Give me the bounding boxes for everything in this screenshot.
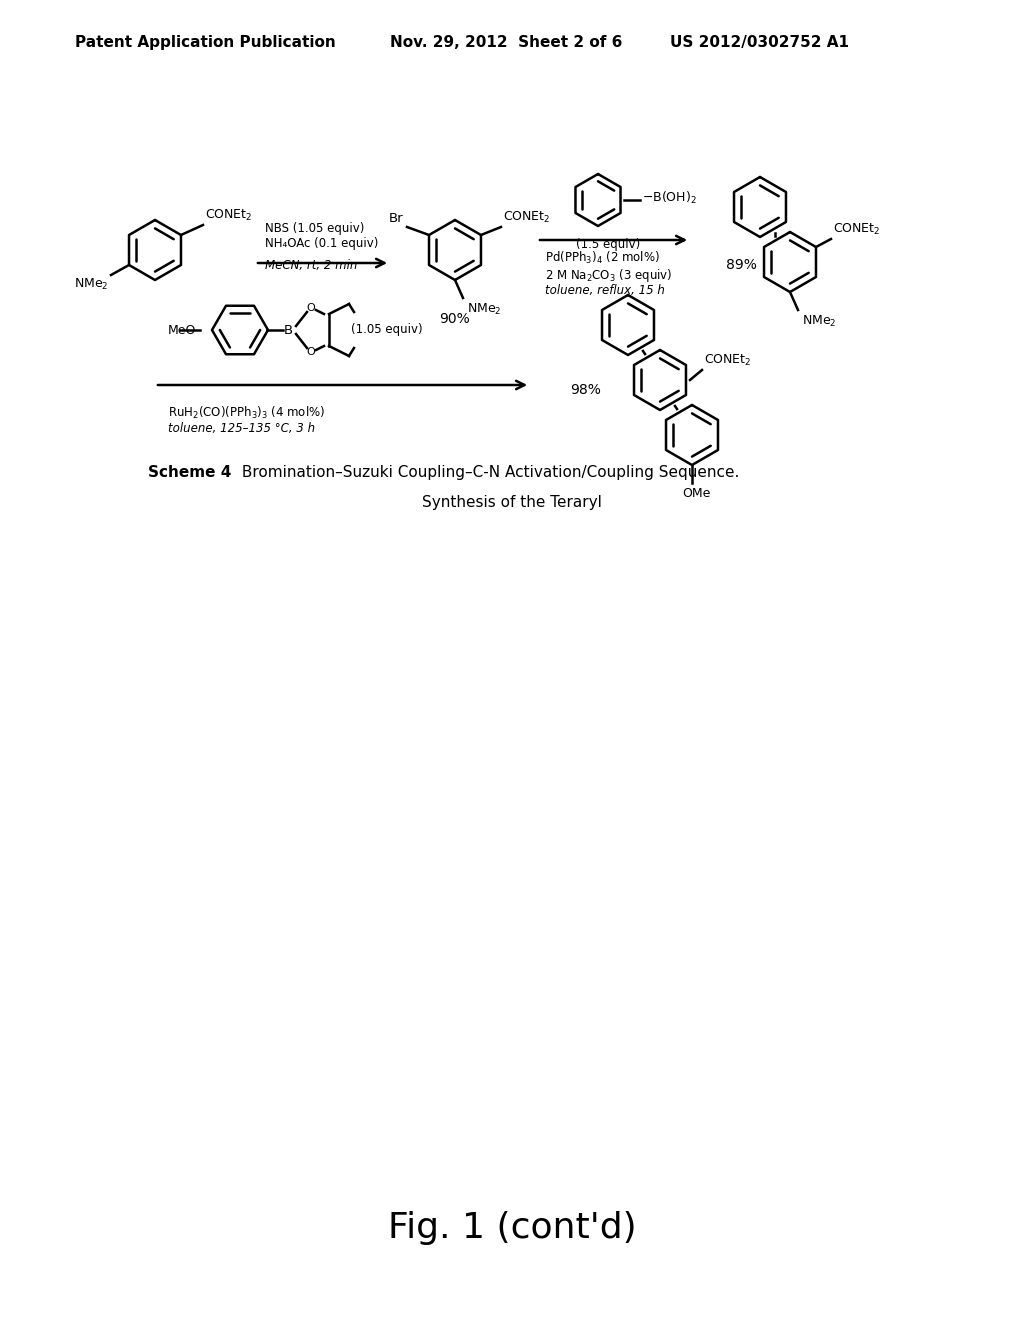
Text: 98%: 98% — [570, 383, 601, 397]
Text: NH₄OAc (0.1 equiv): NH₄OAc (0.1 equiv) — [265, 238, 379, 249]
Text: NBS (1.05 equiv): NBS (1.05 equiv) — [265, 222, 365, 235]
Text: RuH$_2$(CO)(PPh$_3$)$_3$ (4 mol%): RuH$_2$(CO)(PPh$_3$)$_3$ (4 mol%) — [168, 405, 326, 421]
Text: NMe$_2$: NMe$_2$ — [467, 302, 502, 317]
Text: O: O — [306, 304, 315, 313]
Text: US 2012/0302752 A1: US 2012/0302752 A1 — [670, 36, 849, 50]
Text: MeO: MeO — [168, 323, 197, 337]
Text: (1.05 equiv): (1.05 equiv) — [351, 323, 423, 337]
Text: Nov. 29, 2012  Sheet 2 of 6: Nov. 29, 2012 Sheet 2 of 6 — [390, 36, 623, 50]
Text: toluene, 125–135 °C, 3 h: toluene, 125–135 °C, 3 h — [168, 422, 315, 436]
Text: 2 M Na$_2$CO$_3$ (3 equiv): 2 M Na$_2$CO$_3$ (3 equiv) — [545, 267, 673, 284]
Text: NMe$_2$: NMe$_2$ — [802, 314, 837, 329]
Text: O: O — [306, 347, 315, 356]
Text: B: B — [284, 323, 293, 337]
Text: CONEt$_2$: CONEt$_2$ — [705, 352, 752, 368]
Text: toluene, reflux, 15 h: toluene, reflux, 15 h — [545, 284, 665, 297]
Text: MeCN, rt, 2 min: MeCN, rt, 2 min — [265, 259, 357, 272]
Text: OMe: OMe — [682, 487, 711, 500]
Text: Br: Br — [388, 213, 403, 224]
Text: Synthesis of the Teraryl: Synthesis of the Teraryl — [422, 495, 602, 510]
Text: CONEt$_2$: CONEt$_2$ — [503, 210, 551, 224]
Text: $-$B(OH)$_2$: $-$B(OH)$_2$ — [642, 190, 696, 206]
Text: NMe$_2$: NMe$_2$ — [75, 277, 109, 292]
Text: 90%: 90% — [439, 312, 470, 326]
Text: Bromination–Suzuki Coupling–C-N Activation/Coupling Sequence.: Bromination–Suzuki Coupling–C-N Activati… — [237, 465, 739, 480]
Text: CONEt$_2$: CONEt$_2$ — [833, 222, 881, 238]
Text: (1.5 equiv): (1.5 equiv) — [575, 238, 640, 251]
Text: 89%: 89% — [726, 257, 757, 272]
Text: Pd(PPh$_3$)$_4$ (2 mol%): Pd(PPh$_3$)$_4$ (2 mol%) — [545, 249, 659, 267]
Text: Fig. 1 (cont'd): Fig. 1 (cont'd) — [388, 1210, 636, 1245]
Text: CONEt$_2$: CONEt$_2$ — [205, 209, 253, 223]
Text: Patent Application Publication: Patent Application Publication — [75, 36, 336, 50]
Text: Scheme 4: Scheme 4 — [148, 465, 231, 480]
